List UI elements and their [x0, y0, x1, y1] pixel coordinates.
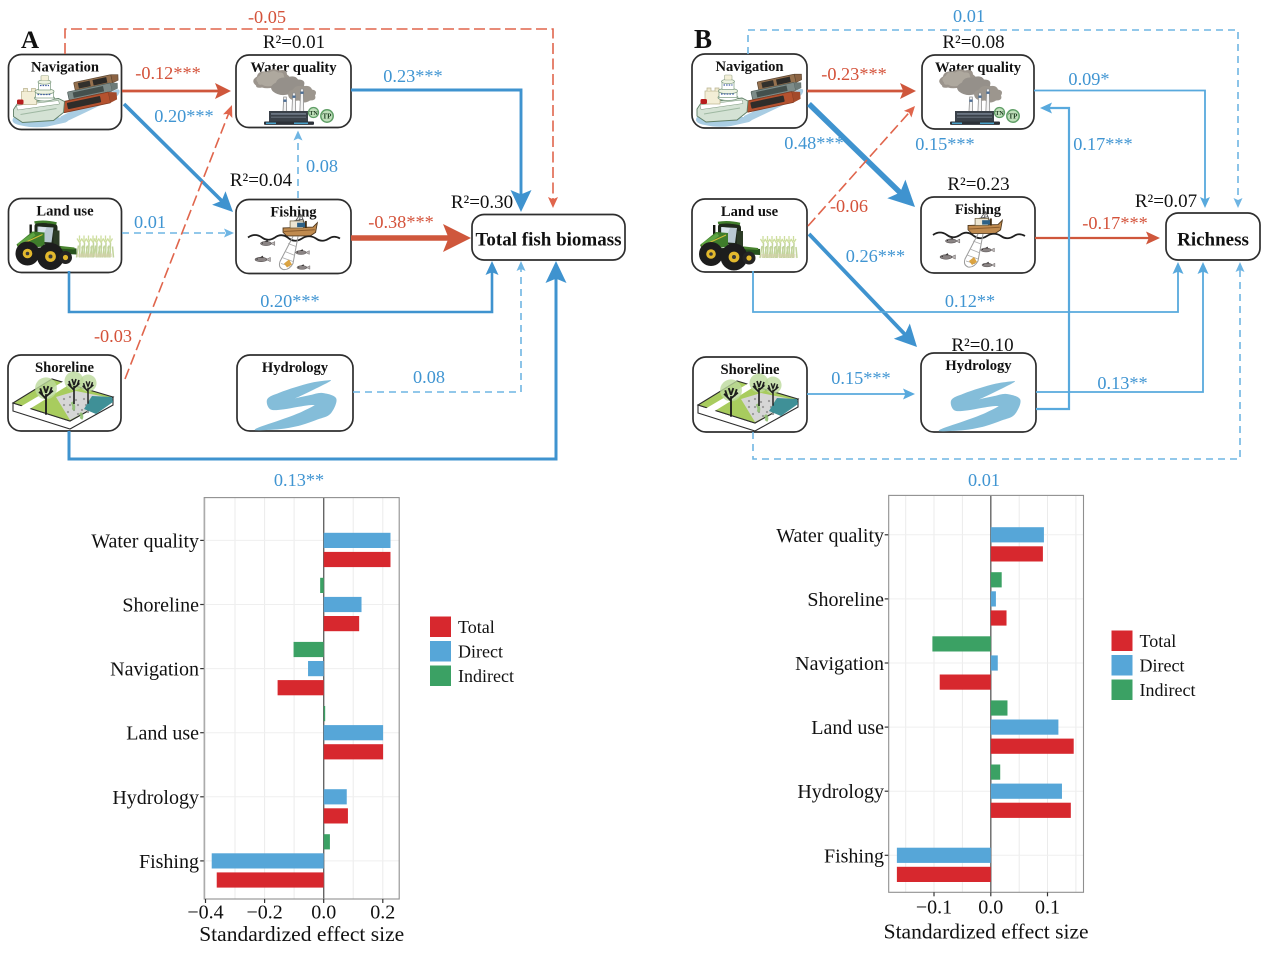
svg-text:0.0: 0.0 [978, 897, 1003, 919]
svg-text:Total: Total [458, 617, 495, 637]
svg-text:Land use: Land use [126, 723, 199, 745]
svg-text:−0.4: −0.4 [187, 902, 223, 924]
svg-text:Standardized effect size: Standardized effect size [199, 922, 404, 946]
svg-text:-0.03: -0.03 [94, 326, 132, 346]
svg-text:-0.38***: -0.38*** [368, 212, 434, 232]
svg-text:Water quality: Water quality [91, 530, 199, 552]
svg-text:Indirect: Indirect [458, 666, 514, 686]
svg-text:R²=0.04: R²=0.04 [230, 170, 293, 191]
svg-text:Shoreline: Shoreline [122, 595, 199, 617]
svg-text:-0.23***: -0.23*** [821, 64, 887, 84]
svg-text:Fishing: Fishing [270, 205, 317, 221]
svg-text:TP: TP [323, 113, 333, 121]
svg-text:-0.17***: -0.17*** [1082, 213, 1148, 233]
svg-text:0.2: 0.2 [370, 902, 395, 924]
svg-text:Indirect: Indirect [1140, 680, 1196, 700]
svg-text:0.17***: 0.17*** [1073, 134, 1132, 154]
svg-text:0.0: 0.0 [311, 902, 336, 924]
svg-text:0.1: 0.1 [1035, 897, 1060, 919]
svg-text:Shoreline: Shoreline [721, 362, 780, 378]
svg-text:Navigation: Navigation [31, 60, 99, 76]
svg-text:0.48***: 0.48*** [784, 133, 843, 153]
svg-text:Water quality: Water quality [776, 525, 884, 547]
svg-text:Direct: Direct [458, 642, 503, 662]
svg-text:0.20***: 0.20*** [260, 291, 319, 311]
svg-text:0.09*: 0.09* [1068, 69, 1109, 89]
svg-text:-0.06: -0.06 [830, 196, 868, 216]
svg-text:R²=0.08: R²=0.08 [942, 32, 1004, 53]
svg-text:Total: Total [1140, 631, 1177, 651]
svg-text:0.26***: 0.26*** [846, 246, 905, 266]
svg-text:TP: TP [1009, 113, 1019, 121]
svg-text:-0.12***: -0.12*** [135, 63, 201, 83]
svg-text:Total fish biomass: Total fish biomass [475, 230, 621, 251]
svg-text:Fishing: Fishing [824, 845, 884, 867]
svg-text:R²=0.30: R²=0.30 [451, 192, 513, 213]
svg-text:Standardized effect size: Standardized effect size [884, 920, 1089, 944]
svg-text:A: A [21, 27, 39, 54]
svg-text:Direct: Direct [1140, 656, 1185, 676]
svg-text:Shoreline: Shoreline [35, 360, 94, 376]
svg-text:0.15***: 0.15*** [915, 134, 974, 154]
svg-text:TN: TN [309, 111, 318, 117]
svg-text:R²=0.01: R²=0.01 [263, 32, 325, 53]
svg-text:TN: TN [995, 111, 1004, 117]
svg-text:Fishing: Fishing [139, 851, 199, 873]
svg-text:Hydrology: Hydrology [262, 360, 329, 376]
svg-text:0.12**: 0.12** [945, 291, 995, 311]
svg-text:Land use: Land use [811, 717, 884, 739]
svg-text:Navigation: Navigation [795, 653, 884, 675]
svg-text:Hydrology: Hydrology [945, 358, 1012, 374]
svg-text:0.01: 0.01 [134, 212, 166, 232]
svg-text:Shoreline: Shoreline [807, 589, 884, 611]
svg-text:-0.05: -0.05 [248, 7, 286, 27]
svg-text:0.13**: 0.13** [1097, 373, 1147, 393]
svg-text:R²=0.07: R²=0.07 [1135, 191, 1197, 212]
svg-text:0.23***: 0.23*** [383, 66, 442, 86]
svg-text:Land use: Land use [36, 204, 94, 220]
svg-text:−0.1: −0.1 [916, 897, 952, 919]
svg-text:0.13**: 0.13** [274, 470, 324, 490]
svg-text:0.01: 0.01 [953, 6, 985, 26]
svg-text:0.01: 0.01 [968, 470, 1000, 490]
svg-text:Navigation: Navigation [110, 659, 199, 681]
svg-text:Hydrology: Hydrology [797, 781, 884, 803]
svg-text:Fishing: Fishing [955, 202, 1002, 218]
svg-text:Hydrology: Hydrology [112, 787, 199, 809]
svg-text:0.20***: 0.20*** [154, 106, 213, 126]
svg-text:Land use: Land use [721, 204, 779, 220]
svg-text:R²=0.10: R²=0.10 [951, 335, 1013, 356]
svg-text:Richness: Richness [1177, 230, 1249, 251]
svg-text:0.08: 0.08 [306, 156, 338, 176]
svg-text:R²=0.23: R²=0.23 [947, 174, 1009, 195]
svg-text:0.15***: 0.15*** [831, 368, 890, 388]
svg-text:B: B [694, 24, 712, 54]
svg-text:0.08: 0.08 [413, 367, 445, 387]
svg-text:Navigation: Navigation [715, 59, 783, 75]
svg-text:−0.2: −0.2 [246, 902, 282, 924]
